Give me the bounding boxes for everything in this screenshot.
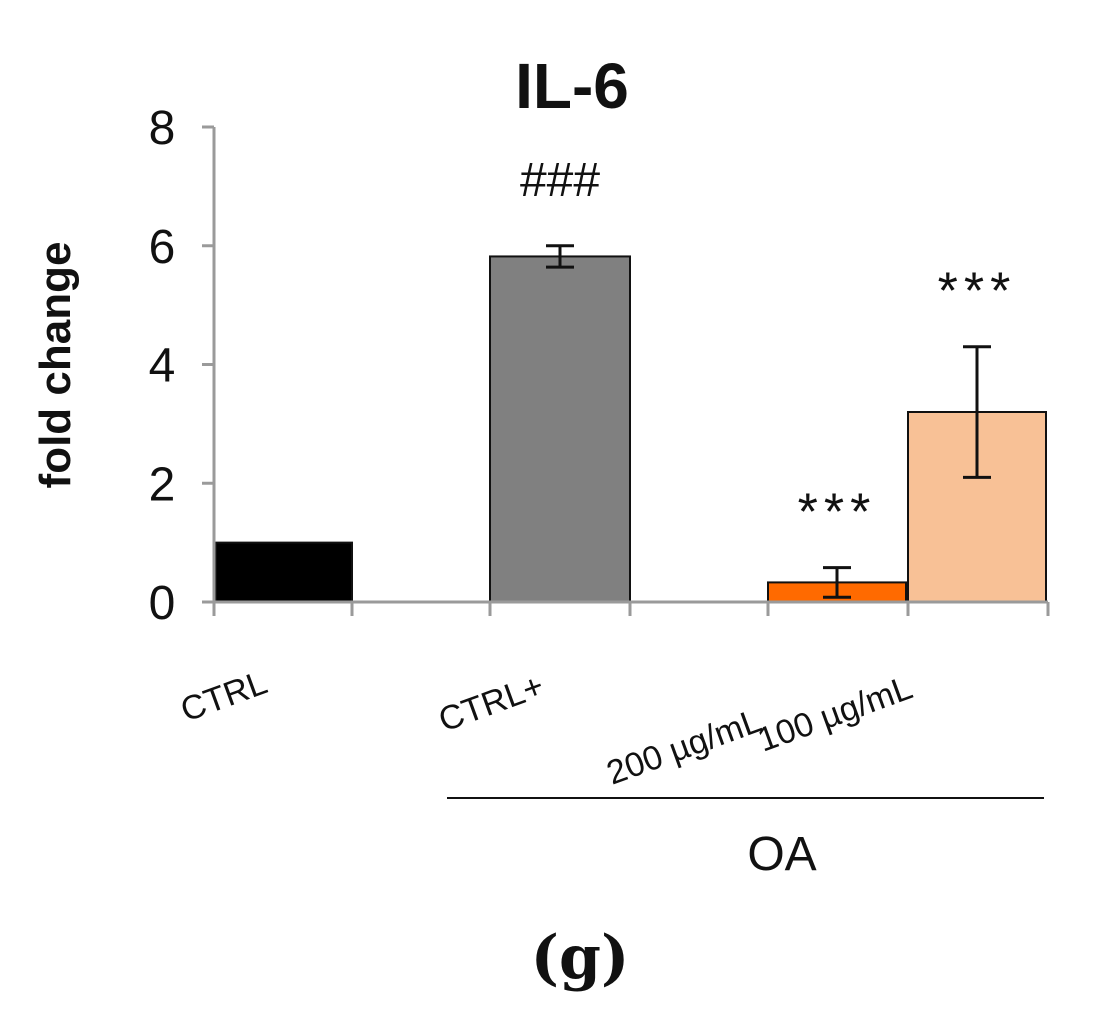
x-axis-ticks (212, 602, 1050, 616)
significance-mark-2: *** (798, 484, 877, 542)
panel-label: (g) (531, 923, 630, 993)
y-tick-label: 2 (149, 458, 176, 511)
y-axis-label: fold change (31, 242, 80, 489)
significance-marks-group: ### *** *** (520, 154, 1017, 542)
bar-0 (215, 541, 353, 603)
error-bar-1 (546, 244, 574, 269)
error-bar-3 (963, 345, 991, 479)
bar-1 (489, 255, 631, 603)
x-tick-label-ctrl-plus: CTRL+ (434, 667, 549, 740)
y-tick-label: 6 (149, 221, 176, 274)
error-bar-2 (823, 566, 851, 599)
x-tick-label-200: 200 µg/mL (602, 702, 767, 793)
significance-mark-1: ### (520, 154, 600, 207)
significance-mark-3: *** (938, 263, 1017, 321)
y-tick-label: 4 (149, 340, 176, 393)
y-axis-ticks: 0 2 4 6 8 (149, 102, 214, 630)
x-tick-label-100: 100 µg/mL (753, 669, 918, 760)
bars-group (215, 255, 1047, 603)
group-label: OA (747, 828, 816, 881)
error-bars-group (546, 244, 991, 599)
y-tick-label: 8 (149, 102, 176, 155)
x-tick-label-ctrl: CTRL (176, 663, 272, 729)
chart-title: IL-6 (515, 50, 629, 122)
y-tick-label: 0 (149, 577, 176, 630)
